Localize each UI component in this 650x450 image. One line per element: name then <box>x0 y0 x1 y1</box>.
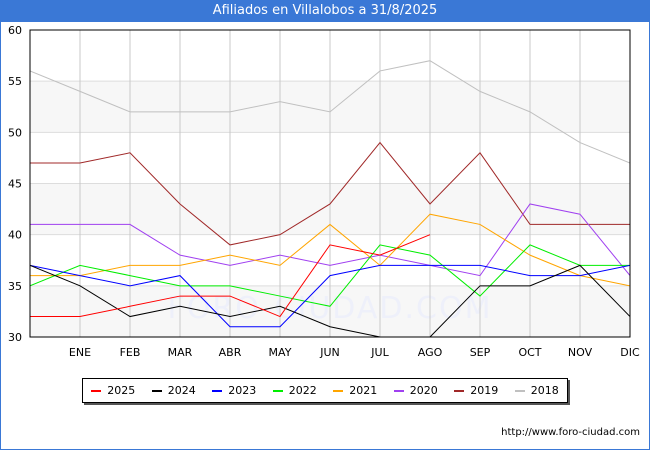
legend-label: 2018 <box>530 384 559 397</box>
watermark: FORO-CIUDAD.COM <box>168 291 493 326</box>
legend-label: 2019 <box>470 384 499 397</box>
legend-label: 2020 <box>409 384 438 397</box>
legend-swatch <box>393 389 404 392</box>
x-tick-label: DIC <box>620 346 640 359</box>
legend-swatch <box>91 389 102 392</box>
legend-swatch <box>212 389 223 392</box>
y-tick-label: 45 <box>8 178 22 191</box>
x-tick-label: AGO <box>418 346 443 359</box>
series-line-2020 <box>30 203 630 277</box>
x-tick-label: ABR <box>219 346 242 359</box>
series-line-2019 <box>30 141 630 246</box>
x-tick-label: JUL <box>370 346 389 359</box>
legend-item-2018: 2018 <box>514 384 559 397</box>
legend-item-2024: 2024 <box>151 384 196 397</box>
legend-item-2022: 2022 <box>272 384 317 397</box>
series-line-2018 <box>30 60 630 164</box>
plot-border <box>29 29 631 338</box>
x-tick-label: NOV <box>568 346 593 359</box>
series-line-2023 <box>30 264 630 328</box>
series-line-2021 <box>30 213 630 287</box>
y-tick-label: 40 <box>8 229 22 242</box>
y-tick-label: 30 <box>8 331 22 344</box>
legend-swatch <box>151 389 162 392</box>
legend-swatch <box>454 389 465 392</box>
legend-label: 2024 <box>167 384 196 397</box>
series-line-2024 <box>30 264 630 337</box>
legend: 2025 2024 2023 2022 2021 2020 2019 2018 <box>82 378 568 403</box>
y-tick-label: 55 <box>8 75 22 88</box>
x-tick-label: MAY <box>269 346 292 359</box>
y-tick-label: 35 <box>8 280 22 293</box>
series-line-2022 <box>30 244 630 307</box>
legend-swatch <box>333 389 344 392</box>
x-tick-label: ENE <box>69 346 91 359</box>
legend-item-2025: 2025 <box>91 384 135 397</box>
x-tick-label: SEP <box>470 346 491 359</box>
legend-label: 2021 <box>349 384 378 397</box>
legend-label: 2022 <box>288 384 317 397</box>
chart-title: Afiliados en Villalobos a 31/8/2025 <box>0 0 650 22</box>
x-tick-label: OCT <box>518 346 541 359</box>
source-url: http://www.foro-ciudad.com <box>501 427 640 438</box>
y-tick-label: 60 <box>8 24 22 37</box>
x-tick-label: MAR <box>168 346 193 359</box>
legend-label: 2025 <box>107 384 136 397</box>
legend-label: 2023 <box>228 384 257 397</box>
legend-item-2020: 2020 <box>393 384 438 397</box>
x-tick-label: FEB <box>120 346 141 359</box>
legend-item-2019: 2019 <box>454 384 498 397</box>
legend-swatch <box>272 389 283 392</box>
legend-swatch <box>514 389 525 392</box>
y-tick-label: 50 <box>8 126 22 139</box>
series-line-2025 <box>30 234 431 318</box>
x-tick-label: JUN <box>319 346 340 359</box>
legend-item-2023: 2023 <box>212 384 256 397</box>
legend-item-2021: 2021 <box>333 384 377 397</box>
